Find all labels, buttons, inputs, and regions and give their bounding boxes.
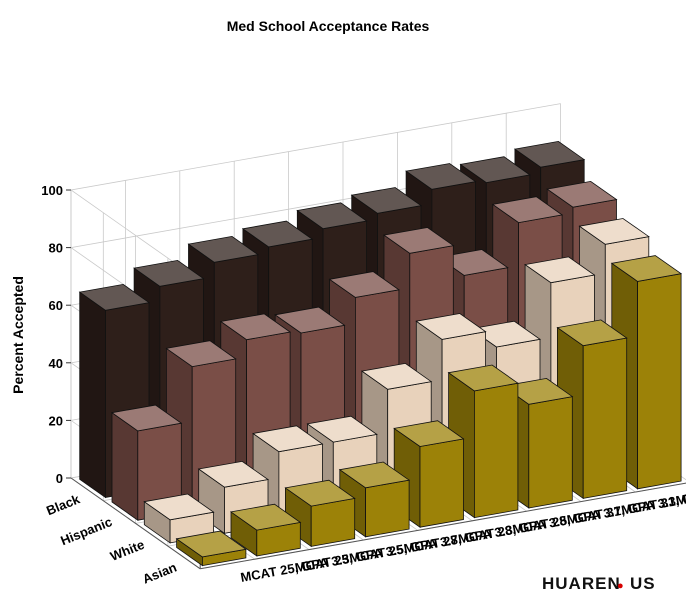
bar-front bbox=[637, 273, 682, 490]
bar-side bbox=[111, 411, 139, 521]
bar-top bbox=[328, 271, 400, 298]
watermark-left: HUAREN bbox=[542, 574, 621, 593]
bar-side bbox=[79, 291, 106, 499]
bar-top bbox=[306, 415, 378, 443]
bar-top bbox=[393, 420, 465, 447]
bar-top bbox=[524, 256, 596, 284]
bar-top bbox=[133, 259, 205, 287]
bar-top bbox=[415, 313, 487, 340]
watermark-right: US bbox=[630, 574, 656, 593]
bar-top bbox=[197, 460, 270, 488]
chart-title: Med School Acceptance Rates bbox=[227, 18, 430, 34]
y-axis-label: Percent Accepted bbox=[10, 276, 26, 394]
bar-top bbox=[252, 425, 324, 453]
bar-front bbox=[528, 396, 573, 509]
y-tick-label: 100 bbox=[41, 183, 63, 198]
bar bbox=[229, 503, 302, 557]
bar-top bbox=[610, 255, 683, 282]
bar-top bbox=[338, 461, 411, 489]
series-label: Hispanic bbox=[58, 514, 114, 548]
watermark: HUAREN ● US bbox=[542, 574, 656, 593]
y-tick-label: 80 bbox=[49, 241, 63, 256]
bar-top bbox=[405, 163, 477, 190]
bar-front bbox=[310, 497, 356, 547]
y-tick-label: 60 bbox=[49, 298, 63, 313]
bar-top bbox=[165, 340, 237, 368]
bar-top bbox=[491, 196, 564, 224]
bar bbox=[284, 479, 356, 548]
bars bbox=[78, 140, 683, 567]
series-label: Black bbox=[44, 491, 82, 518]
bar-top bbox=[350, 187, 423, 214]
bar-top bbox=[447, 364, 519, 392]
bar-top bbox=[296, 202, 368, 230]
bar-top bbox=[546, 180, 618, 208]
bar-top bbox=[187, 235, 259, 263]
bar-top bbox=[459, 156, 531, 184]
bar-top bbox=[229, 503, 302, 531]
bar-top bbox=[143, 493, 215, 521]
bar-top bbox=[469, 320, 542, 348]
bar-top bbox=[513, 140, 586, 168]
bar-top bbox=[175, 530, 247, 558]
bar-front bbox=[419, 438, 464, 528]
y-tick-label: 40 bbox=[49, 356, 63, 371]
bar-top bbox=[382, 227, 455, 254]
y-ticks: 0 20 40 60 80 100 bbox=[41, 183, 71, 486]
bar-front bbox=[582, 337, 628, 499]
bar bbox=[78, 283, 151, 499]
y-tick-label: 20 bbox=[49, 413, 63, 428]
bar-top bbox=[284, 479, 356, 507]
bar-top bbox=[241, 220, 314, 248]
bar bbox=[110, 404, 183, 521]
y-tick-label: 0 bbox=[56, 471, 63, 486]
bar-front bbox=[365, 479, 410, 538]
bar-top bbox=[578, 218, 650, 245]
axis-x bbox=[200, 482, 686, 570]
bar bbox=[175, 530, 247, 567]
bar-top bbox=[360, 362, 433, 390]
bar-top bbox=[501, 377, 574, 405]
series-label: White bbox=[108, 537, 146, 564]
bar-top bbox=[78, 283, 151, 311]
bar-top bbox=[219, 313, 292, 341]
bar-top bbox=[274, 306, 346, 334]
bar-top bbox=[437, 249, 509, 276]
bar-top bbox=[110, 404, 183, 432]
axis-z bbox=[70, 477, 201, 570]
series-label: Asian bbox=[140, 559, 178, 586]
bar-front bbox=[473, 382, 519, 519]
bar-top bbox=[556, 319, 628, 347]
watermark-dot: ● bbox=[617, 580, 624, 592]
